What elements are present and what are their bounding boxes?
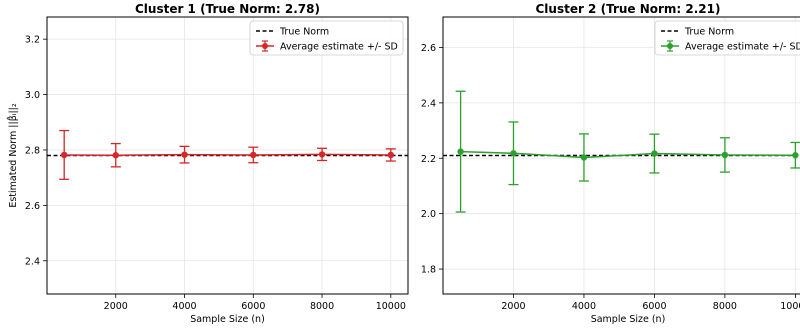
y-tick-label: 1.8 [421,265,436,276]
x-tick-label: 6000 [642,301,666,312]
x-tick-label: 10000 [780,301,800,312]
chart-title: Cluster 1 (True Norm: 2.78) [135,2,320,16]
data-point [792,152,799,159]
chart-panel-2: 2000 4000 6000 8000 10000 1.8 2.0 2.2 2.4 2.6 Clus… [421,2,800,325]
legend: True Norm Average estimate +/- SD [654,20,800,56]
x-tick-label: 10000 [376,301,406,312]
x-tick-label: 4000 [172,301,196,312]
y-tick-label: 3.0 [25,90,40,101]
axes-frame [46,16,409,295]
data-point [181,151,188,158]
data-point [651,150,658,157]
x-tick-label: 6000 [241,301,265,312]
legend-box [654,20,800,56]
legend: True Norm Average estimate +/- SD [249,20,404,56]
x-tick-label: 2000 [104,301,128,312]
data-point [250,151,257,159]
series-line [64,153,391,156]
data-point [510,150,517,157]
y-tick-label: 2.6 [421,43,436,54]
y-tick-label: 2.4 [25,256,40,267]
legend-label-true-norm: True Norm [279,27,329,38]
data-point [721,151,729,159]
y-tick-label: 2.4 [421,98,436,109]
y-tick-label: 2.6 [25,201,40,212]
legend-swatch-estimate-marker [667,43,673,49]
legend-box [249,20,404,56]
x-axis-label: Sample Size (n) [591,314,666,325]
y-tick-label: 3.2 [25,35,40,46]
series-line [460,150,796,159]
legend-label-estimate: Average estimate +/- SD [280,42,398,53]
data-point [387,151,395,159]
x-tick-label: 4000 [572,301,596,312]
axes-frame [442,16,800,295]
x-axis-label: Sample Size (n) [190,314,265,325]
x-tick-label: 8000 [310,301,334,312]
y-axis-label: Estimated Norm ||β̂ᵢ||₂ [6,103,19,208]
y-tick-label: 2.8 [25,145,40,156]
x-tick-label: 2000 [501,301,525,312]
chart-title: Cluster 2 (True Norm: 2.21) [535,2,720,16]
x-tick-label: 8000 [713,301,737,312]
data-point [318,151,326,158]
y-tick-label: 2.0 [421,209,436,220]
y-tick-label: 2.2 [421,154,436,165]
data-point [60,151,68,159]
data-point [112,152,119,159]
legend-swatch-estimate-marker [262,43,268,49]
legend-label-true-norm: True Norm [684,27,734,38]
data-point [457,148,464,155]
legend-label-estimate: Average estimate +/- SD [685,42,800,53]
data-point [580,154,588,161]
chart-panel-1: 2000 4000 6000 8000 10000 2.4 2.6 2.8 3.0 3.2 Clus… [6,2,409,325]
